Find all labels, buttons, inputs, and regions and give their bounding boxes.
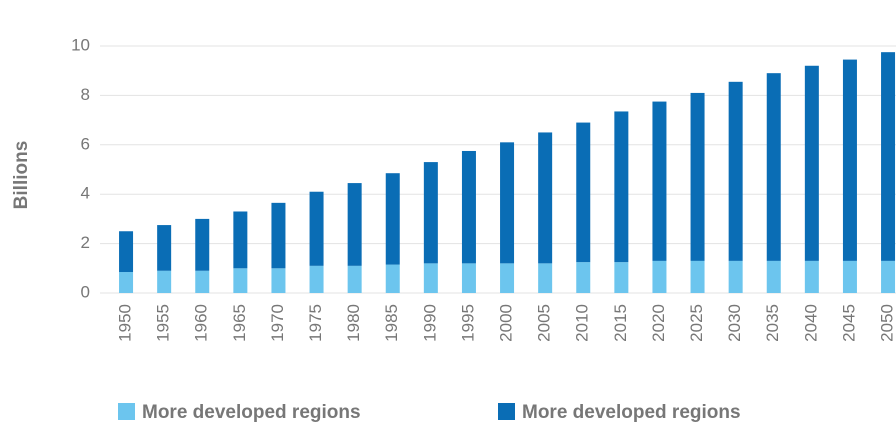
bar-segment (804, 65, 819, 261)
bar-segment (842, 260, 857, 293)
bar-segment (538, 132, 553, 264)
bar-segment (614, 111, 629, 263)
x-tick-label: 1970 (268, 304, 287, 342)
bar-segment (576, 122, 591, 263)
x-tick-label: 1990 (420, 304, 439, 342)
bar-segment (500, 142, 515, 264)
bar-segment (309, 191, 324, 266)
x-tick-label: 2015 (611, 304, 630, 342)
bar-segment (766, 260, 781, 293)
bar-segment (385, 173, 400, 265)
y-tick-label: 2 (81, 233, 90, 252)
x-tick-label: 1985 (382, 304, 401, 342)
x-tick-label: 1980 (344, 304, 363, 342)
x-tick-label: 1955 (154, 304, 173, 342)
bar-segment (347, 183, 362, 266)
x-tick-label: 2035 (763, 304, 782, 342)
x-tick-label: 1960 (192, 304, 211, 342)
bar-segment (461, 263, 476, 293)
bar-segment (233, 268, 248, 293)
bar-segment (461, 150, 476, 264)
bar-segment (652, 101, 667, 261)
bar-segment (728, 81, 743, 261)
bar-segment (309, 265, 324, 293)
bar-segment (157, 270, 172, 293)
x-tick-label: 2045 (839, 304, 858, 342)
bar-segment (157, 225, 172, 271)
bar-segment (119, 231, 134, 273)
bar-segment (500, 263, 515, 293)
x-tick-label: 2005 (535, 304, 554, 342)
y-tick-label: 0 (81, 282, 90, 301)
x-tick-label: 1975 (306, 304, 325, 342)
legend-label: More developed regions (142, 402, 361, 423)
x-tick-label: 2020 (649, 304, 668, 342)
x-tick-label: 2030 (725, 304, 744, 342)
bar-segment (271, 202, 286, 269)
bar-segment (119, 272, 134, 293)
bar-segment (690, 260, 705, 293)
x-tick-label: 2025 (687, 304, 706, 342)
y-tick-label: 8 (81, 85, 90, 104)
bar-segment (233, 211, 248, 269)
x-tick-label: 2010 (573, 304, 592, 342)
bar-segment (728, 260, 743, 293)
bar-segment (614, 262, 629, 293)
bar-segment (195, 218, 210, 271)
x-tick-label: 1965 (230, 304, 249, 342)
x-tick-label: 2040 (801, 304, 820, 342)
legend-swatch (498, 403, 515, 420)
x-tick-label: 1950 (116, 304, 135, 342)
x-tick-label: 2050 (878, 304, 896, 342)
x-tick-label: 2000 (497, 304, 516, 342)
legend-swatch (118, 403, 135, 420)
legend-label: More developed regions (522, 402, 741, 423)
bar-segment (385, 264, 400, 293)
bar-segment (652, 260, 667, 293)
bar-segment (423, 162, 438, 264)
bar-segment (576, 262, 591, 293)
bar-segment (842, 59, 857, 261)
x-tick-label: 1995 (458, 304, 477, 342)
y-tick-label: 10 (71, 35, 90, 54)
bar-segment (804, 260, 819, 293)
y-axis-label: Billions (11, 141, 32, 210)
y-tick-label: 4 (81, 184, 90, 203)
bar-segment (766, 73, 781, 261)
bar-segment (195, 270, 210, 293)
bar-segment (271, 268, 286, 293)
bar-segment (538, 263, 553, 293)
bar-segment (347, 265, 362, 293)
bar-segment (881, 260, 896, 293)
bar-segment (690, 92, 705, 261)
y-tick-label: 6 (81, 134, 90, 153)
bar-segment (423, 263, 438, 293)
bar-segment (881, 52, 896, 261)
